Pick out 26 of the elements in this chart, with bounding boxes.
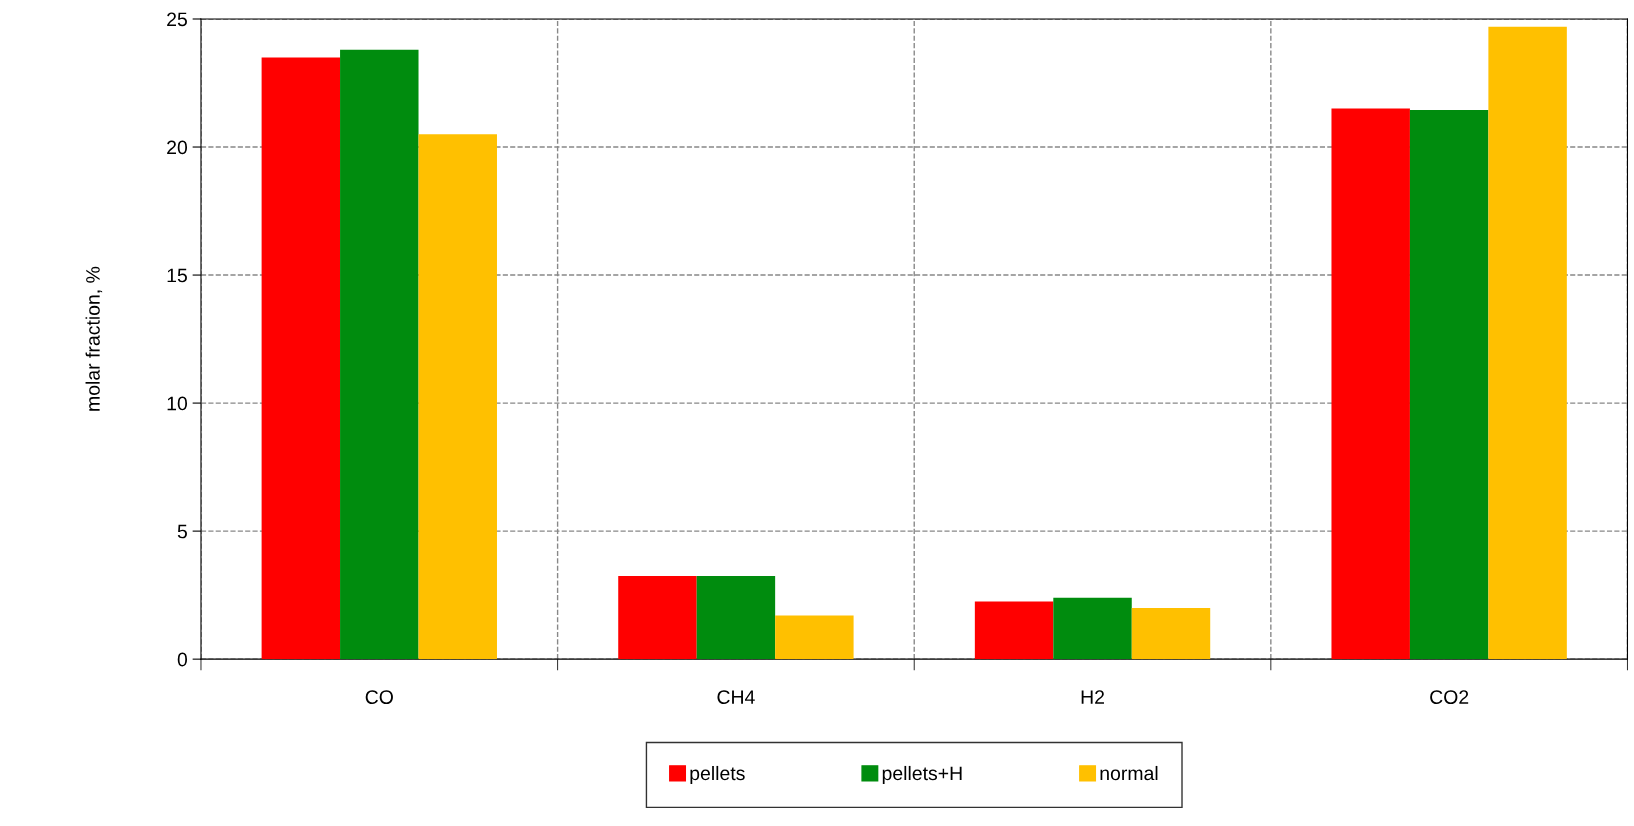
y-axis-title: molar fraction, % bbox=[85, 266, 103, 411]
legend-label: normal bbox=[1100, 765, 1158, 781]
bar bbox=[1331, 108, 1410, 660]
y-tick-label: 20 bbox=[167, 140, 188, 155]
bar bbox=[1409, 109, 1489, 660]
x-tick-label: CO2 bbox=[1430, 690, 1469, 704]
y-tick-label: 10 bbox=[167, 396, 188, 411]
bar bbox=[1131, 607, 1211, 660]
bar bbox=[340, 49, 419, 660]
bar bbox=[974, 601, 1054, 660]
bar bbox=[1053, 597, 1132, 660]
y-tick-label: 5 bbox=[177, 524, 187, 539]
x-tick-label: H2 bbox=[1081, 690, 1104, 704]
x-tick-label: CH4 bbox=[717, 690, 755, 704]
x-tick-label: CO bbox=[365, 690, 393, 704]
bar bbox=[696, 575, 776, 660]
bar bbox=[775, 615, 854, 660]
y-tick-label: 0 bbox=[177, 652, 188, 667]
bar bbox=[1488, 26, 1567, 660]
bar bbox=[261, 57, 341, 660]
y-tick-label: 15 bbox=[167, 268, 187, 283]
bar bbox=[418, 134, 497, 660]
legend-label: pellets bbox=[690, 765, 745, 785]
y-tick-label: 25 bbox=[167, 12, 187, 27]
legend-label: pellets+H bbox=[882, 765, 962, 785]
bar bbox=[618, 575, 697, 660]
